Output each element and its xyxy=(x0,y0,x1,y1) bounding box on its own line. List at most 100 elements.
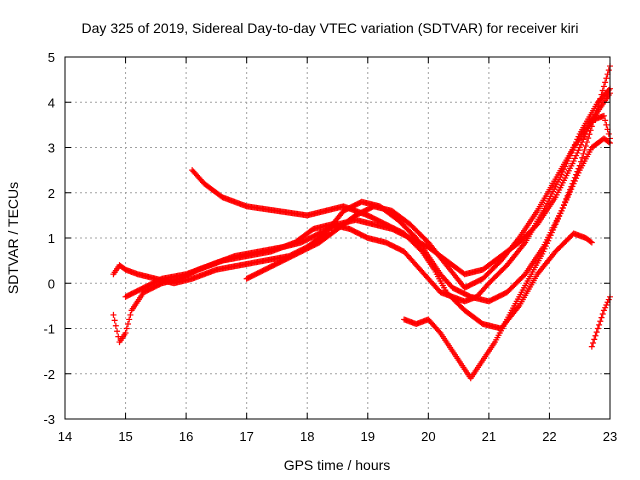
y-tick-label: 0 xyxy=(48,276,55,291)
data-point xyxy=(576,144,583,151)
data-point xyxy=(605,296,612,303)
data-point xyxy=(600,83,607,90)
data-point xyxy=(560,202,567,209)
chart-title: Day 325 of 2019, Sidereal Day-to-day VTE… xyxy=(82,20,579,36)
data-point xyxy=(605,139,612,146)
data-point xyxy=(562,199,569,206)
data-point xyxy=(571,177,578,184)
x-tick-label: 22 xyxy=(542,429,556,444)
data-point xyxy=(596,321,603,328)
data-point xyxy=(575,147,582,154)
data-point xyxy=(574,149,581,156)
data-point xyxy=(552,221,559,228)
x-tick-label: 14 xyxy=(58,429,72,444)
x-tick-label: 16 xyxy=(179,429,193,444)
x-axis-label: GPS time / hours xyxy=(284,457,391,473)
data-point xyxy=(548,229,555,236)
data-point xyxy=(540,248,547,255)
data-point xyxy=(573,152,580,159)
data-point xyxy=(533,222,540,229)
data-point xyxy=(594,325,601,332)
data-point xyxy=(124,320,131,327)
data-point xyxy=(542,243,549,250)
data-point xyxy=(570,158,577,165)
data-point xyxy=(582,142,589,149)
data-point xyxy=(564,194,571,201)
data-point xyxy=(114,328,121,335)
y-tick-label: -1 xyxy=(43,322,55,337)
data-point xyxy=(588,239,595,246)
data-point xyxy=(550,226,557,233)
data-point xyxy=(599,311,606,318)
x-tick-label: 17 xyxy=(239,429,253,444)
data-point xyxy=(567,188,574,195)
data-point xyxy=(558,207,565,214)
data-point xyxy=(126,316,133,323)
data-point xyxy=(556,213,563,220)
data-point xyxy=(544,240,551,247)
data-point xyxy=(591,336,598,343)
y-tick-label: 1 xyxy=(48,231,55,246)
data-point xyxy=(581,146,588,153)
data-point xyxy=(598,91,605,98)
data-point xyxy=(563,196,570,203)
data-point xyxy=(111,317,118,324)
x-tick-label: 23 xyxy=(603,429,617,444)
data-point xyxy=(551,224,558,231)
data-point xyxy=(599,87,606,94)
data-point xyxy=(574,172,581,179)
data-point xyxy=(546,235,553,241)
y-tick-label: 5 xyxy=(48,50,55,65)
data-point xyxy=(590,339,597,346)
y-tick-label: 2 xyxy=(48,186,55,201)
data-point xyxy=(605,130,612,137)
data-point xyxy=(603,121,610,128)
data-point xyxy=(122,330,129,337)
data-point xyxy=(579,154,586,161)
data-point xyxy=(547,232,554,239)
data-point xyxy=(585,135,592,142)
data-point xyxy=(553,218,560,225)
data-point xyxy=(597,318,604,325)
x-tick-label: 18 xyxy=(300,429,314,444)
y-axis-label: SDTVAR / TECUs xyxy=(5,182,21,294)
y-tick-label: 3 xyxy=(48,141,55,156)
data-point xyxy=(570,180,577,187)
data-point xyxy=(557,210,564,217)
data-point xyxy=(575,169,582,176)
x-tick-label: 15 xyxy=(118,429,132,444)
data-point xyxy=(588,343,595,350)
data-point xyxy=(568,186,575,193)
data-point xyxy=(569,183,576,190)
data-point xyxy=(110,311,117,318)
data-point xyxy=(593,329,600,336)
data-point xyxy=(587,238,594,245)
data-point xyxy=(605,67,612,74)
data-point xyxy=(545,237,552,244)
data-point xyxy=(127,311,134,318)
data-point xyxy=(598,314,605,321)
data-point xyxy=(602,304,609,311)
data-point xyxy=(554,215,561,222)
data-point xyxy=(602,117,609,124)
data-point xyxy=(571,155,578,162)
data-point xyxy=(603,301,610,308)
data-point xyxy=(541,245,548,252)
y-tick-label: -3 xyxy=(43,412,55,427)
data-point xyxy=(602,79,609,86)
data-point xyxy=(436,328,443,335)
data-point xyxy=(573,175,580,182)
data-point xyxy=(565,191,572,198)
data-point xyxy=(603,75,610,82)
data-point xyxy=(592,332,599,339)
data-point xyxy=(577,141,584,148)
data-point xyxy=(112,322,119,329)
x-tick-label: 19 xyxy=(361,429,375,444)
data-point xyxy=(559,205,566,212)
data-point xyxy=(123,325,130,332)
data-point xyxy=(600,112,607,119)
x-tick-label: 21 xyxy=(482,429,496,444)
data-point xyxy=(521,272,528,279)
x-tick-label: 20 xyxy=(421,429,435,444)
